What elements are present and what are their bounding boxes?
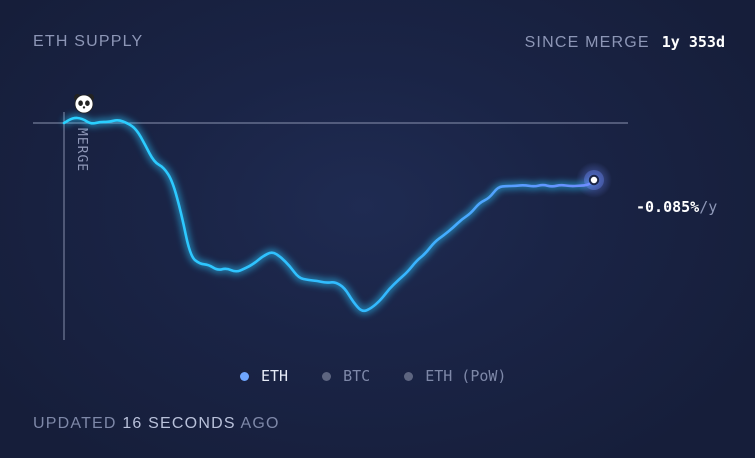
chart-legend: ETH BTC ETH (PoW) — [240, 367, 506, 385]
chart-title: ETH SUPPLY — [33, 33, 144, 50]
legend-label-btc: BTC — [343, 367, 371, 385]
since-merge-readout: SINCE MERGE 1y 353d — [525, 33, 725, 52]
eth-supply-line — [62, 116, 596, 313]
panda-icon — [73, 93, 95, 114]
legend-item-eth-pow[interactable]: ETH (PoW) — [404, 367, 506, 385]
updated-suffix: AGO — [240, 415, 280, 432]
legend-dot-eth-pow — [404, 371, 414, 381]
merge-annotation: MERGE — [74, 128, 89, 172]
legend-item-eth[interactable]: ETH — [240, 367, 288, 385]
updated-amount: 16 SECONDS — [122, 415, 236, 432]
legend-label-eth-pow: ETH (PoW) — [425, 367, 507, 385]
legend-dot-eth — [240, 371, 249, 381]
since-merge-label: SINCE MERGE — [524, 34, 650, 51]
current-value-marker[interactable] — [576, 162, 612, 198]
legend-label-eth: ETH — [261, 367, 289, 385]
legend-item-btc[interactable]: BTC — [322, 367, 370, 385]
updated-prefix: UPDATED — [33, 415, 117, 432]
current-rate-readout: -0.085%/y — [636, 198, 717, 216]
since-merge-value: 1y 353d — [661, 33, 725, 51]
current-rate-unit: /y — [699, 198, 718, 216]
current-rate-value: -0.085% — [636, 198, 700, 216]
legend-dot-btc — [322, 371, 332, 381]
last-updated: UPDATED 16 SECONDS AGO — [33, 415, 280, 433]
